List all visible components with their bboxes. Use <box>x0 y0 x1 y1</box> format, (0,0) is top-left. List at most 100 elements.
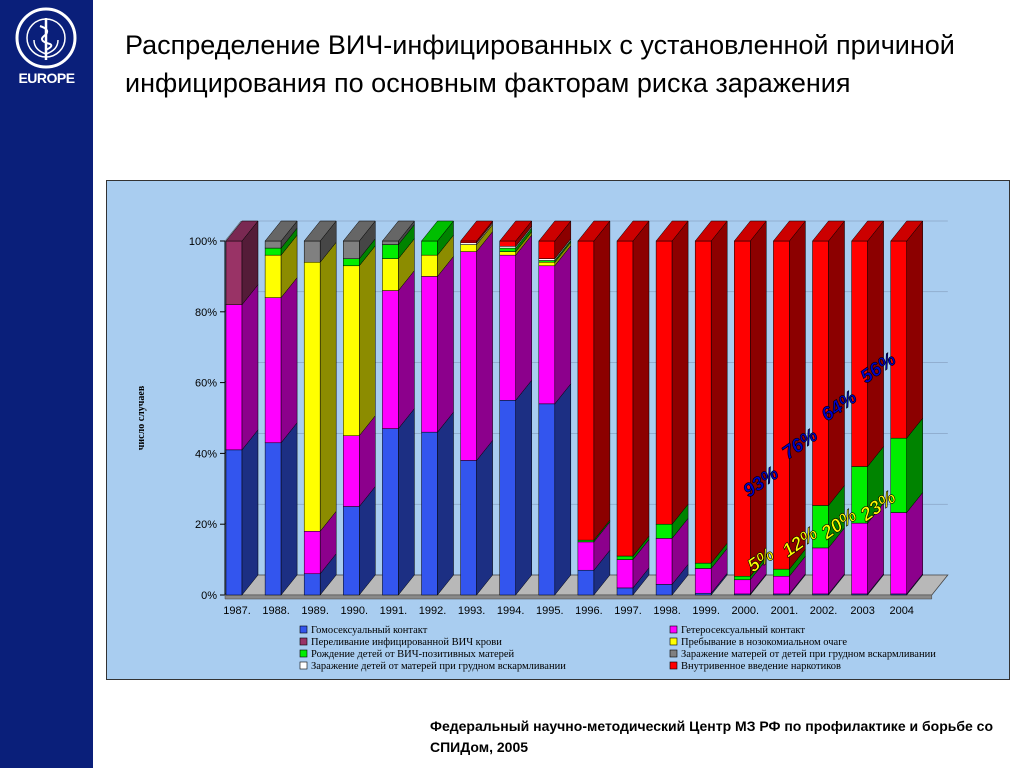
x-tick-label: 1998. <box>653 605 681 617</box>
bar-segment <box>538 258 556 261</box>
chart-floor-edge <box>224 594 933 600</box>
bar-segment <box>264 247 282 256</box>
bar-segment <box>499 254 516 401</box>
x-tick-label: 2000. <box>732 605 760 617</box>
bar-side <box>280 422 298 596</box>
source-note: Федеральный научно-методический Центр МЗ… <box>430 718 994 755</box>
legend-label: Заражение детей от матерей при грудном в… <box>311 661 566 672</box>
bar-segment <box>851 240 868 467</box>
page-title: Распределение ВИЧ-инфицированных с устан… <box>125 30 955 98</box>
bar-segment <box>577 240 595 541</box>
legend-swatch <box>669 637 678 646</box>
legend-label: Гомосексуальный контакт <box>311 625 428 636</box>
bar-segment <box>499 247 516 252</box>
bar-top <box>616 220 650 242</box>
bar-segment <box>421 431 438 596</box>
legend-label: Пребывание в нозокомиальном очаге <box>681 637 847 648</box>
bar-top <box>694 220 728 242</box>
x-tick-label: 1993. <box>458 605 486 617</box>
bar-segment <box>264 442 282 596</box>
x-tick-label: 1997. <box>614 605 642 617</box>
bar-segment <box>460 251 477 461</box>
bar-segment <box>773 240 790 570</box>
bar-segment <box>616 587 634 596</box>
bar-segment <box>343 240 360 259</box>
bar-segment <box>460 244 477 252</box>
bar-top <box>655 220 689 242</box>
bar-side <box>398 407 415 596</box>
bar-segment <box>616 555 634 560</box>
bar-side <box>710 220 728 564</box>
bar-side <box>280 276 298 444</box>
bar-segment <box>499 240 516 247</box>
bar-segment <box>499 400 516 596</box>
bar-segment <box>264 254 282 298</box>
bar-segment <box>303 573 321 596</box>
bar-segment <box>264 240 282 249</box>
bar-top <box>420 220 455 242</box>
legend-swatch <box>669 625 678 634</box>
bar-segment <box>694 568 712 594</box>
bar-side <box>515 234 532 402</box>
bar-segment <box>655 240 673 525</box>
bar-side <box>319 241 337 532</box>
y-tick-label: 80% <box>195 307 217 319</box>
y-axis-label: число случаев <box>136 385 147 450</box>
bar-segment <box>851 522 868 595</box>
bar-side <box>437 411 454 596</box>
bar-segment <box>421 276 438 433</box>
bar-segment <box>382 258 399 291</box>
bar-top <box>538 220 572 242</box>
bar-top <box>264 220 298 242</box>
bar-side <box>789 220 806 570</box>
x-tick-label: 2003 <box>850 605 874 617</box>
legend-label: Гетеросексуальный контакт <box>681 625 805 636</box>
bar-side <box>554 383 572 596</box>
bar-side <box>750 220 767 577</box>
bar-segment <box>812 240 829 506</box>
legend-swatch <box>299 661 308 670</box>
x-tick-label: 1989. <box>301 605 329 617</box>
bar-side <box>515 379 532 596</box>
bar-segment <box>694 562 712 569</box>
bar-side <box>554 245 572 405</box>
bar-side <box>476 230 493 462</box>
bar-segment <box>460 240 477 244</box>
bar-segment <box>538 240 556 259</box>
bar-segment <box>499 246 516 249</box>
bar-segment <box>225 304 243 451</box>
bar-side <box>437 255 454 433</box>
logo-text: EUROPE <box>18 70 75 86</box>
bar-segment <box>616 240 634 557</box>
bar-segment <box>264 297 282 444</box>
bar-top <box>460 220 494 242</box>
bar-segment <box>303 531 321 575</box>
bar-segment <box>343 258 360 267</box>
bar-segment <box>577 541 595 571</box>
bar-segment <box>499 251 516 256</box>
x-tick-label: 1992. <box>419 605 447 617</box>
who-emblem-icon <box>15 7 77 69</box>
legend-label: Заражение матерей от детей при грудном в… <box>681 649 936 660</box>
bar-top <box>890 220 924 242</box>
bar-segment <box>538 403 556 596</box>
bar-side <box>241 284 259 451</box>
bar-segment <box>655 523 673 539</box>
bar-segment <box>460 242 477 245</box>
bar-segment <box>343 506 360 596</box>
bar-top <box>772 220 806 242</box>
x-tick-label: 1987. <box>223 605 251 617</box>
bar-segment <box>303 261 321 532</box>
bar-segment <box>225 449 243 596</box>
bar-segment <box>773 575 790 595</box>
bar-segment <box>538 261 556 267</box>
bar-segment <box>303 240 321 263</box>
y-tick-label: 40% <box>195 448 217 460</box>
bar-segment <box>655 584 673 596</box>
bar-segment <box>343 435 360 507</box>
bar-segment <box>577 569 595 596</box>
bar-segment <box>382 290 399 429</box>
bar-segment <box>890 512 907 595</box>
bar-segment <box>382 240 399 245</box>
bar-segment <box>694 240 712 564</box>
